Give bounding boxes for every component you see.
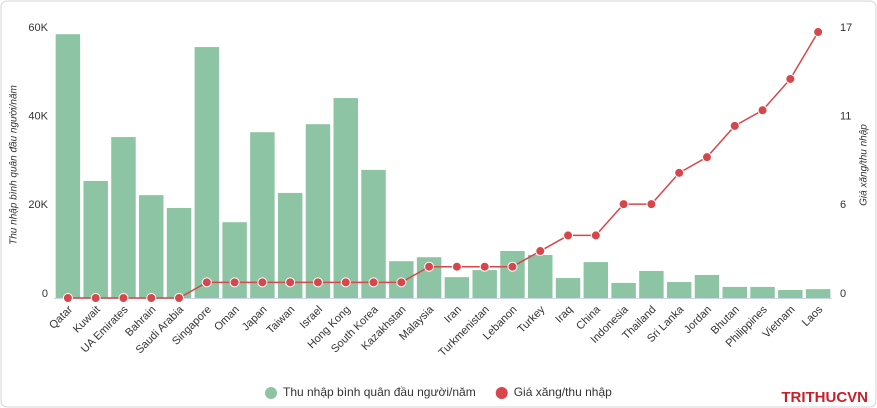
line-point — [424, 261, 435, 272]
legend-label: Thu nhập bình quân đầu người/năm — [283, 385, 476, 399]
y2-tick-label: 0 — [840, 288, 846, 300]
bar — [611, 282, 636, 298]
line-point — [674, 167, 685, 178]
logo: TRITHUCVN — [781, 389, 868, 406]
line-point — [174, 293, 185, 303]
line-point — [451, 261, 462, 272]
y-tick-label: 20K — [28, 199, 48, 211]
line-point — [729, 120, 740, 131]
bar — [111, 137, 136, 298]
line — [67, 31, 819, 299]
y-axis-title: Thu nhập bình quân đầu người/năm — [8, 85, 20, 245]
line-point — [146, 293, 157, 303]
line-point — [229, 277, 240, 288]
legend-label: Giá xăng/thu nhập — [514, 385, 612, 399]
bar — [750, 286, 775, 298]
line-point — [507, 261, 518, 272]
line-point — [618, 199, 629, 210]
legend-marker — [495, 387, 508, 399]
bar — [139, 195, 164, 298]
line-point — [813, 27, 824, 37]
bar — [500, 251, 525, 298]
line-point — [201, 277, 212, 288]
line-point — [701, 152, 712, 163]
y2-tick-label: 17 — [840, 22, 852, 34]
line-point — [757, 105, 768, 116]
y2-axis-title: Giá xăng/thu nhập — [859, 124, 870, 206]
line-point — [535, 246, 546, 257]
legend-marker — [265, 387, 277, 399]
bar — [694, 274, 720, 298]
line-point — [785, 73, 796, 84]
y2-tick-label: 6 — [840, 199, 846, 211]
line-point — [646, 199, 657, 210]
bar — [305, 124, 331, 298]
line-point — [479, 261, 490, 272]
y2-tick-label: 11 — [840, 111, 851, 123]
line-point — [118, 293, 129, 303]
y-tick-label: 40K — [28, 111, 48, 123]
line-point — [368, 277, 379, 288]
bar — [472, 270, 497, 298]
bar — [166, 208, 192, 298]
bar — [639, 270, 664, 298]
line-point — [62, 293, 73, 303]
line-point — [312, 277, 323, 288]
bar — [55, 34, 81, 298]
line-point — [396, 277, 407, 288]
bar — [83, 180, 108, 298]
bar — [583, 262, 609, 298]
line-point — [590, 230, 601, 241]
bar — [444, 277, 470, 298]
bar — [666, 282, 692, 298]
y-tick-label: 0 — [42, 288, 48, 300]
bar — [778, 290, 803, 298]
line-point — [257, 277, 268, 288]
bar — [722, 286, 747, 298]
bar — [805, 289, 831, 298]
bar — [194, 47, 220, 298]
bar — [333, 98, 358, 298]
line-point — [563, 230, 574, 241]
bar — [555, 278, 581, 298]
line-point — [90, 293, 101, 303]
line-point — [285, 277, 296, 288]
bar — [528, 254, 553, 298]
line-point — [340, 277, 351, 288]
y-tick-label: 60K — [28, 22, 48, 34]
bar — [250, 132, 275, 298]
bar — [361, 169, 386, 298]
